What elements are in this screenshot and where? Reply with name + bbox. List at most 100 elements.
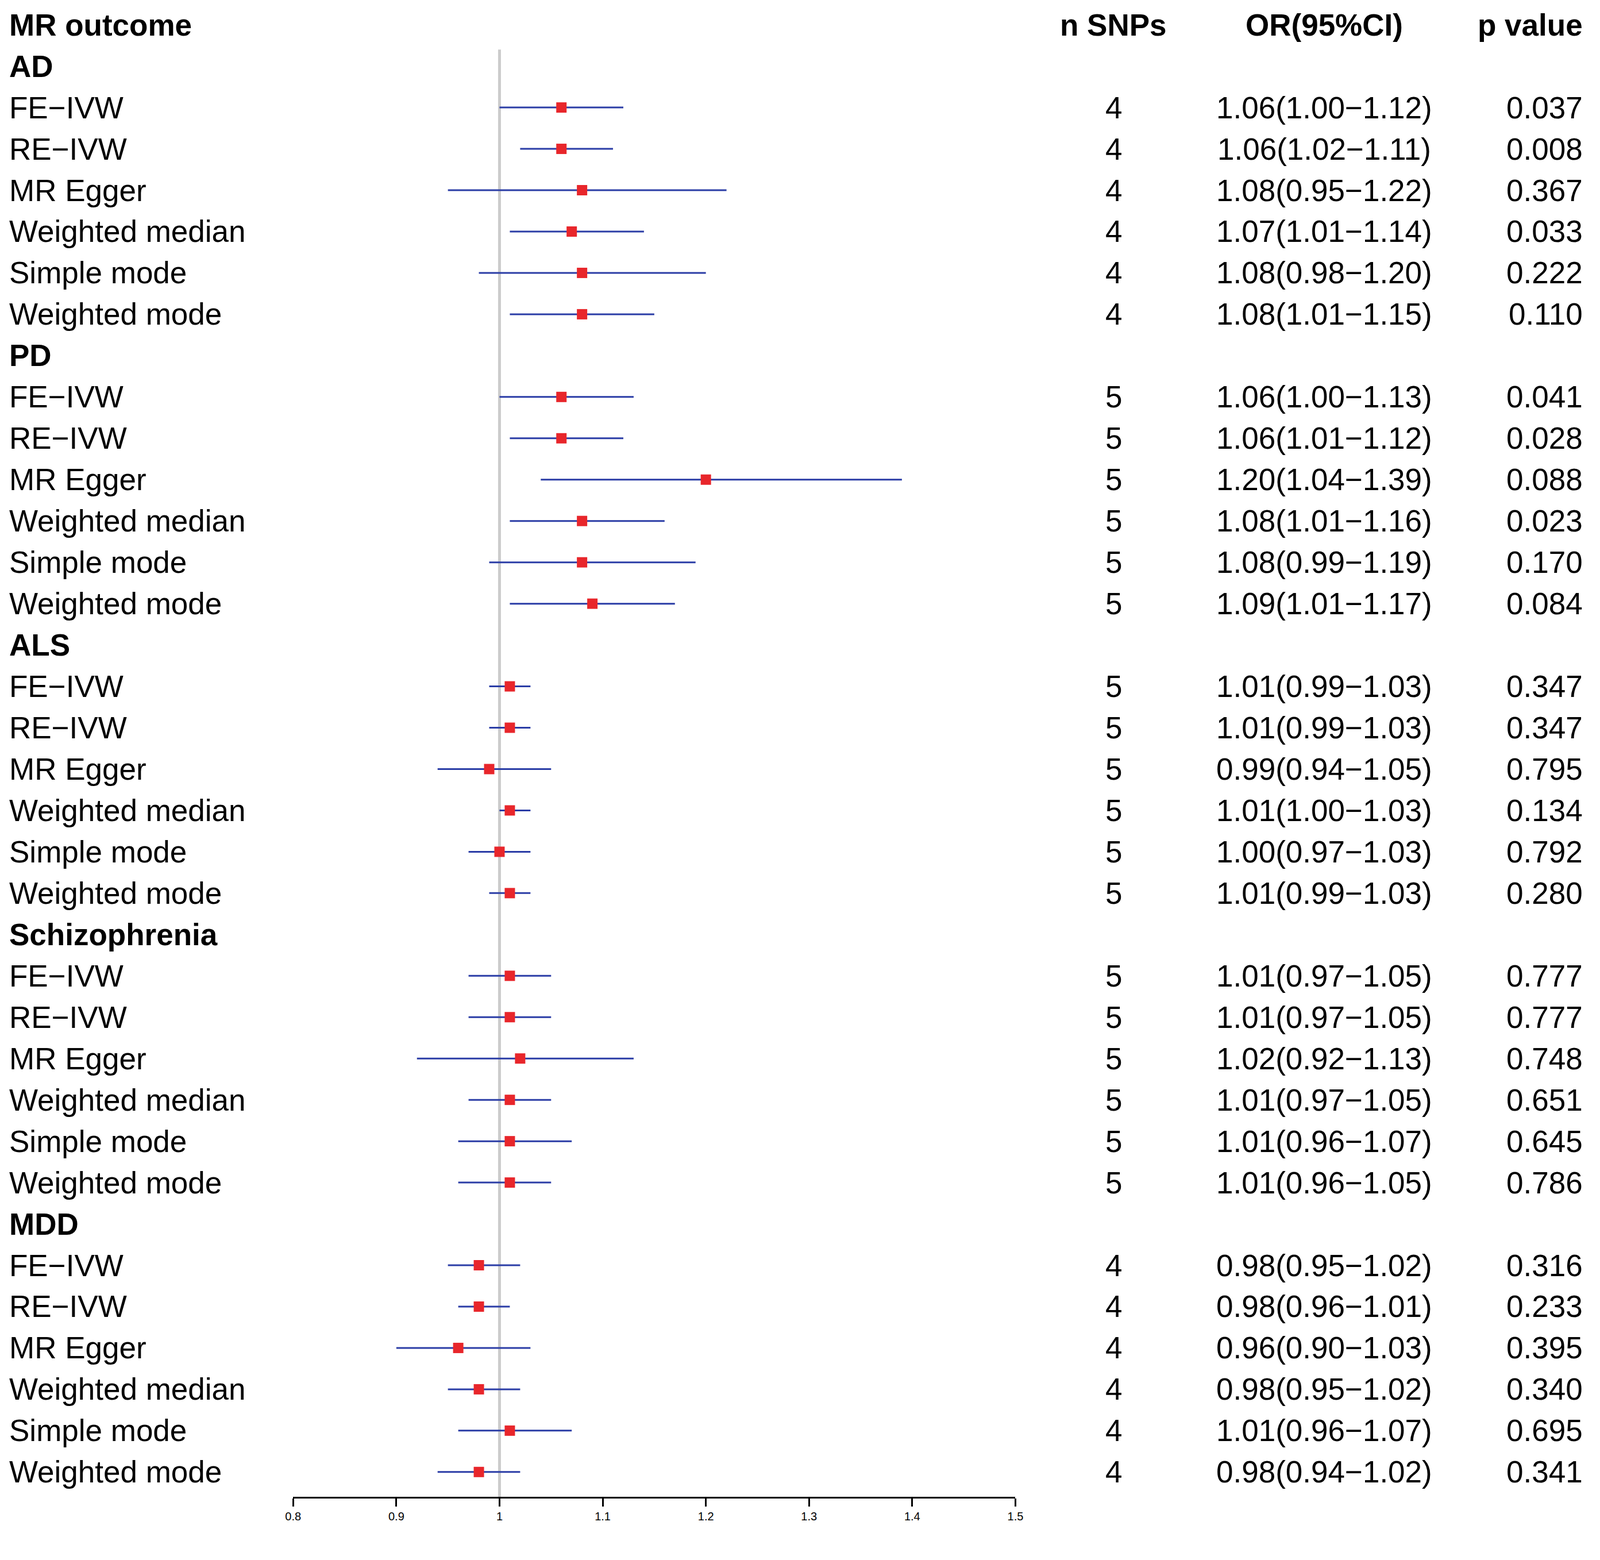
svg-text:1.08(1.01−1.16): 1.08(1.01−1.16) [1216,503,1433,538]
svg-text:Weighted mode: Weighted mode [9,586,222,621]
svg-text:PD: PD [9,338,52,373]
svg-text:4: 4 [1105,1371,1123,1406]
svg-text:1.3: 1.3 [800,1509,817,1523]
svg-text:1.02(0.92−1.13): 1.02(0.92−1.13) [1216,1041,1433,1076]
svg-text:FE−IVW: FE−IVW [9,1248,124,1283]
svg-text:MR Egger: MR Egger [9,752,147,786]
svg-text:0.033: 0.033 [1506,214,1583,249]
svg-text:0.041: 0.041 [1506,379,1583,414]
svg-text:1.06(1.01−1.12): 1.06(1.01−1.12) [1216,421,1433,456]
svg-text:Weighted median: Weighted median [9,1371,246,1406]
svg-text:Weighted median: Weighted median [9,503,246,538]
svg-text:4: 4 [1105,1248,1123,1283]
svg-text:0.028: 0.028 [1506,421,1583,456]
svg-text:1.08(0.95−1.22): 1.08(0.95−1.22) [1216,173,1433,208]
svg-text:1.01(0.97−1.05): 1.01(0.97−1.05) [1216,1082,1433,1117]
svg-text:1.01(0.97−1.05): 1.01(0.97−1.05) [1216,1000,1433,1035]
svg-text:FE−IVW: FE−IVW [9,958,124,993]
svg-text:0.98(0.95−1.02): 0.98(0.95−1.02) [1216,1248,1433,1283]
svg-text:0.395: 0.395 [1506,1330,1583,1365]
svg-text:1.5: 1.5 [1007,1509,1024,1523]
svg-text:1.00(0.97−1.03): 1.00(0.97−1.03) [1216,834,1433,869]
svg-text:Weighted median: Weighted median [9,1082,246,1117]
svg-text:5: 5 [1105,462,1123,497]
svg-text:FE−IVW: FE−IVW [9,90,124,125]
svg-text:0.233: 0.233 [1506,1289,1583,1324]
svg-text:1: 1 [496,1509,503,1523]
svg-text:1.2: 1.2 [698,1509,715,1523]
svg-text:0.795: 0.795 [1506,752,1583,786]
svg-text:4: 4 [1105,255,1123,290]
svg-text:Simple mode: Simple mode [9,1124,187,1159]
svg-text:4: 4 [1105,132,1123,167]
svg-text:1.08(0.99−1.19): 1.08(0.99−1.19) [1216,545,1433,580]
svg-text:FE−IVW: FE−IVW [9,379,124,414]
svg-text:0.222: 0.222 [1506,255,1583,290]
svg-text:0.96(0.90−1.03): 0.96(0.90−1.03) [1216,1330,1433,1365]
svg-text:1.06(1.00−1.13): 1.06(1.00−1.13) [1216,379,1433,414]
svg-text:Schizophrenia: Schizophrenia [9,917,218,952]
svg-text:0.084: 0.084 [1506,586,1583,621]
svg-text:MR Egger: MR Egger [9,1330,147,1365]
svg-text:MR Egger: MR Egger [9,173,147,208]
svg-text:n SNPs: n SNPs [1059,8,1167,42]
svg-text:4: 4 [1105,1454,1123,1489]
svg-text:RE−IVW: RE−IVW [9,421,127,456]
svg-text:5: 5 [1105,1000,1123,1035]
svg-text:0.98(0.94−1.02): 0.98(0.94−1.02) [1216,1454,1433,1489]
svg-text:0.170: 0.170 [1506,545,1583,580]
svg-text:1.4: 1.4 [904,1509,921,1523]
svg-text:1.01(0.96−1.07): 1.01(0.96−1.07) [1216,1124,1433,1159]
svg-text:4: 4 [1105,173,1123,208]
svg-text:0.8: 0.8 [284,1509,302,1523]
svg-text:Weighted median: Weighted median [9,793,246,828]
svg-text:0.792: 0.792 [1506,834,1583,869]
svg-text:FE−IVW: FE−IVW [9,669,124,704]
svg-text:0.280: 0.280 [1506,876,1583,911]
svg-text:0.367: 0.367 [1506,173,1583,208]
svg-text:0.037: 0.037 [1506,90,1583,125]
svg-text:4: 4 [1105,297,1123,331]
svg-text:RE−IVW: RE−IVW [9,132,127,167]
svg-text:0.340: 0.340 [1506,1371,1583,1406]
svg-text:0.777: 0.777 [1506,1000,1583,1035]
svg-text:0.134: 0.134 [1506,793,1583,828]
svg-text:0.023: 0.023 [1506,503,1583,538]
svg-text:0.9: 0.9 [388,1509,405,1523]
svg-text:0.088: 0.088 [1506,462,1583,497]
svg-text:MDD: MDD [9,1207,79,1241]
svg-text:1.06(1.00−1.12): 1.06(1.00−1.12) [1216,90,1433,125]
svg-text:1.01(0.99−1.03): 1.01(0.99−1.03) [1216,710,1433,745]
svg-text:1.08(1.01−1.15): 1.08(1.01−1.15) [1216,297,1433,331]
svg-text:0.341: 0.341 [1506,1454,1583,1489]
svg-text:1.08(0.98−1.20): 1.08(0.98−1.20) [1216,255,1433,290]
svg-text:Simple mode: Simple mode [9,834,187,869]
svg-text:MR Egger: MR Egger [9,1041,147,1076]
svg-text:5: 5 [1105,834,1123,869]
svg-text:0.645: 0.645 [1506,1124,1583,1159]
svg-text:MR outcome: MR outcome [9,8,192,42]
svg-text:5: 5 [1105,586,1123,621]
svg-text:Weighted mode: Weighted mode [9,876,222,911]
svg-text:p value: p value [1477,8,1583,42]
svg-text:RE−IVW: RE−IVW [9,710,127,745]
svg-text:5: 5 [1105,379,1123,414]
svg-text:Weighted median: Weighted median [9,214,246,249]
svg-text:1.09(1.01−1.17): 1.09(1.01−1.17) [1216,586,1433,621]
svg-text:0.98(0.95−1.02): 0.98(0.95−1.02) [1216,1371,1433,1406]
svg-text:MR Egger: MR Egger [9,462,147,497]
svg-text:Simple mode: Simple mode [9,1413,187,1448]
svg-text:0.347: 0.347 [1506,669,1583,704]
svg-text:0.651: 0.651 [1506,1082,1583,1117]
svg-text:1.01(0.96−1.07): 1.01(0.96−1.07) [1216,1413,1433,1448]
svg-text:0.008: 0.008 [1506,132,1583,167]
svg-text:0.110: 0.110 [1508,297,1583,331]
svg-text:0.316: 0.316 [1506,1248,1583,1283]
svg-text:4: 4 [1105,214,1123,249]
svg-text:Simple mode: Simple mode [9,255,187,290]
svg-text:1.01(1.00−1.03): 1.01(1.00−1.03) [1216,793,1433,828]
svg-text:0.347: 0.347 [1506,710,1583,745]
svg-text:AD: AD [9,49,54,84]
svg-text:0.748: 0.748 [1506,1041,1583,1076]
svg-text:5: 5 [1105,1124,1123,1159]
